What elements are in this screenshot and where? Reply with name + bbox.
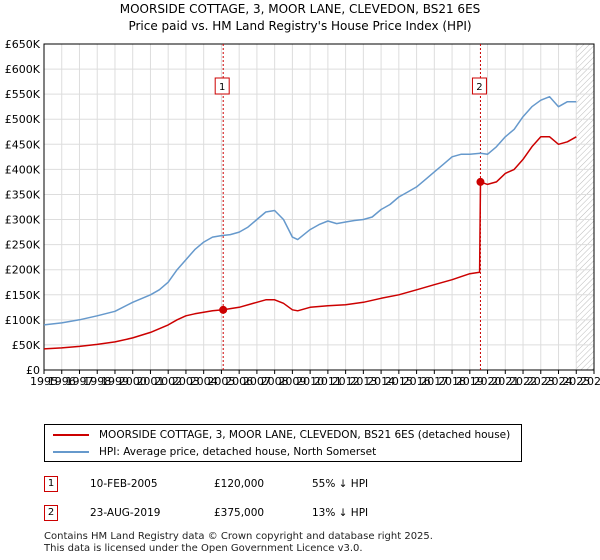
x-tick-label: 2021 <box>491 375 519 388</box>
x-tick-label: 2024 <box>545 375 573 388</box>
transaction-date: 23-AUG-2019 <box>90 507 161 519</box>
x-tick-label: 1998 <box>83 375 111 388</box>
x-tick-label: 2010 <box>296 375 324 388</box>
plot-area <box>44 44 594 370</box>
y-tick-label: £0 <box>26 364 40 377</box>
transaction-badge: 1 <box>44 476 58 492</box>
sale-marker-box <box>214 77 230 95</box>
y-tick-label: £300K <box>5 214 41 227</box>
sale-marker-label: 2 <box>476 82 482 93</box>
y-tick-label: £600K <box>5 63 41 76</box>
footer-license: This data is licensed under the Open Gov… <box>44 543 363 554</box>
legend: MOORSIDE COTTAGE, 3, MOOR LANE, CLEVEDON… <box>44 424 522 462</box>
x-tick-label: 2013 <box>349 375 377 388</box>
x-tick-label: 2011 <box>314 375 342 388</box>
x-tick-label: 2001 <box>136 375 164 388</box>
transaction-price: £375,000 <box>214 507 265 519</box>
y-tick-label: £150K <box>5 289 41 302</box>
legend-item-hpi: HPI: Average price, detached house, Nort… <box>53 444 376 460</box>
x-tick-label: 2003 <box>172 375 200 388</box>
legend-hpi-swatch <box>53 451 89 453</box>
x-tick-label: 1995 <box>30 375 58 388</box>
x-tick-label: 2012 <box>332 375 360 388</box>
footer-copyright: Contains HM Land Registry data © Crown c… <box>44 531 433 542</box>
x-tick-label: 2006 <box>225 375 253 388</box>
sale-marker-box <box>471 77 487 95</box>
y-tick-label: £650K <box>5 38 41 51</box>
sale-marker-label: 1 <box>219 82 225 93</box>
legend-property-label: MOORSIDE COTTAGE, 3, MOOR LANE, CLEVEDON… <box>99 429 511 441</box>
x-tick-label: 1999 <box>101 375 129 388</box>
y-tick-label: £450K <box>5 138 41 151</box>
transaction-date: 10-FEB-2005 <box>90 478 158 490</box>
x-tick-label: 2023 <box>527 375 555 388</box>
y-tick-label: £500K <box>5 113 41 126</box>
transaction-price: £120,000 <box>214 478 265 490</box>
x-tick-label: 2016 <box>403 375 431 388</box>
y-tick-label: £50K <box>12 339 41 352</box>
x-tick-label: 2009 <box>278 375 306 388</box>
legend-property-swatch <box>53 434 89 436</box>
y-tick-label: £550K <box>5 88 41 101</box>
plot-frame <box>43 43 595 371</box>
chart-subtitle: Price paid vs. HM Land Registry's House … <box>128 19 472 33</box>
x-tick-label: 1996 <box>48 375 76 388</box>
legend-item-property: MOORSIDE COTTAGE, 3, MOOR LANE, CLEVEDON… <box>53 427 510 443</box>
sale-point <box>476 177 485 186</box>
y-tick-label: £100K <box>5 314 41 327</box>
transaction-hpi: 55% ↓ HPI <box>312 478 369 490</box>
chart-title: MOORSIDE COTTAGE, 3, MOOR LANE, CLEVEDON… <box>119 2 481 16</box>
x-tick-label: 2002 <box>154 375 182 388</box>
x-tick-label: 2019 <box>456 375 484 388</box>
legend-hpi-label: HPI: Average price, detached house, Nort… <box>99 446 377 458</box>
x-tick-label: 2000 <box>119 375 147 388</box>
price-chart: £0 £50K £100K £150K £200K £250K £300K £350K £400… <box>5 38 600 388</box>
y-tick-label: £200K <box>5 264 41 277</box>
x-tick-label: 1997 <box>65 375 93 388</box>
x-tick-label: 2014 <box>367 375 395 388</box>
x-tick-label: 2015 <box>385 375 413 388</box>
x-tick-label: 2022 <box>509 375 537 388</box>
sale-point <box>219 305 228 314</box>
x-tick-label: 2018 <box>438 375 466 388</box>
y-tick-label: £350K <box>5 188 41 201</box>
transaction-badge: 2 <box>44 505 58 521</box>
x-tick-label: 2017 <box>420 375 448 388</box>
x-tick-label: 2007 <box>243 375 271 388</box>
x-tick-label: 2020 <box>474 375 502 388</box>
x-tick-label: 2004 <box>190 375 218 388</box>
x-tick-label: 2026 <box>580 375 600 388</box>
x-tick-label: 2025 <box>562 375 590 388</box>
y-tick-label: £250K <box>5 239 41 252</box>
x-tick-label: 2008 <box>261 375 289 388</box>
y-tick-label: £400K <box>5 163 41 176</box>
hpi-line <box>43 95 577 326</box>
x-tick-label: 2005 <box>207 375 235 388</box>
forecast-hatch-region <box>576 44 594 370</box>
transaction-hpi: 13% ↓ HPI <box>312 507 369 519</box>
property-price-line <box>43 136 577 350</box>
